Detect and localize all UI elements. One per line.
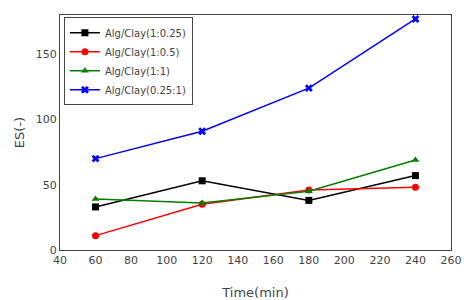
- svg-text:Alg/Clay(1:1): Alg/Clay(1:1): [105, 66, 170, 77]
- svg-text:120: 120: [192, 254, 213, 267]
- svg-text:150: 150: [36, 48, 57, 61]
- svg-text:160: 160: [263, 254, 284, 267]
- svg-text:80: 80: [124, 254, 138, 267]
- svg-text:Alg/Clay(1:0.5): Alg/Clay(1:0.5): [105, 47, 180, 58]
- svg-text:140: 140: [227, 254, 248, 267]
- svg-text:Time(min): Time(min): [221, 285, 288, 300]
- svg-text:200: 200: [334, 254, 355, 267]
- svg-text:60: 60: [89, 254, 103, 267]
- svg-text:180: 180: [298, 254, 319, 267]
- svg-text:Alg/Clay(1:0.25): Alg/Clay(1:0.25): [105, 28, 186, 39]
- svg-text:ES(-): ES(-): [12, 117, 27, 148]
- svg-text:220: 220: [369, 254, 390, 267]
- svg-text:240: 240: [405, 254, 426, 267]
- svg-text:40: 40: [53, 254, 67, 267]
- svg-text:100: 100: [156, 254, 177, 267]
- svg-text:50: 50: [43, 179, 57, 192]
- svg-text:260: 260: [441, 254, 462, 267]
- svg-text:Alg/Clay(0.25:1): Alg/Clay(0.25:1): [105, 85, 186, 96]
- svg-text:100: 100: [36, 113, 57, 126]
- svg-text:0: 0: [50, 244, 57, 257]
